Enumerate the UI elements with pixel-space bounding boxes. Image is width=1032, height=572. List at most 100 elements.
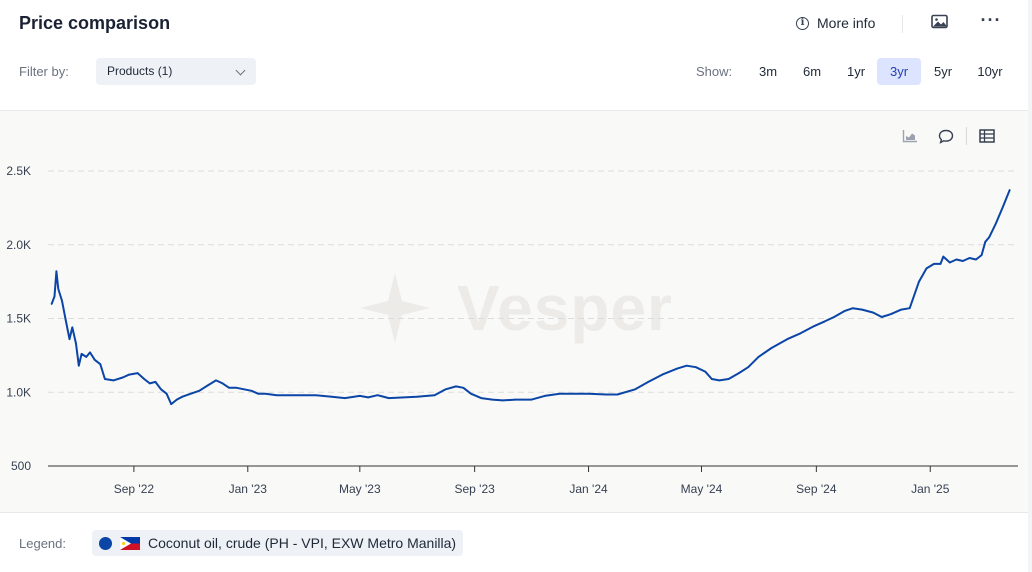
- data-point: [221, 382, 224, 385]
- x-tick-label: Sep '22: [114, 482, 155, 496]
- image-icon[interactable]: [931, 14, 951, 32]
- data-point: [71, 326, 74, 329]
- data-point: [988, 236, 990, 239]
- chart-type-icon[interactable]: [902, 129, 918, 148]
- x-tick-label: May '24: [681, 482, 723, 496]
- range-3yr-button[interactable]: 3yr: [877, 58, 921, 85]
- data-point: [939, 263, 942, 265]
- x-tick-label: May '23: [339, 482, 381, 496]
- data-point: [344, 397, 346, 399]
- scrollbar[interactable]: [1028, 0, 1032, 572]
- range-1yr-button[interactable]: 1yr: [846, 64, 866, 79]
- data-point: [64, 319, 67, 321]
- data-point: [128, 373, 130, 376]
- legend-item-label: Coconut oil, crude (PH - VPI, EXW Metro …: [148, 535, 457, 551]
- range-10yr-button[interactable]: 10yr: [977, 64, 1003, 79]
- more-dots-icon[interactable]: ···: [980, 10, 1002, 30]
- data-point: [908, 307, 911, 310]
- data-point: [121, 376, 124, 379]
- data-point: [925, 267, 928, 270]
- data-point: [571, 392, 574, 395]
- header-divider: [902, 15, 903, 33]
- table-icon[interactable]: [979, 129, 995, 148]
- range-6m-button[interactable]: 6m: [802, 64, 822, 79]
- data-point: [1008, 189, 1011, 191]
- info-icon: i: [796, 16, 809, 30]
- data-point: [514, 398, 517, 401]
- data-point: [647, 381, 650, 383]
- data-point: [738, 372, 740, 374]
- data-point: [207, 384, 210, 386]
- data-point: [558, 392, 561, 395]
- data-point: [250, 390, 253, 392]
- data-point: [587, 392, 590, 395]
- data-point: [501, 399, 504, 402]
- data-point: [89, 351, 91, 354]
- data-point: [55, 270, 58, 273]
- range-3m-button[interactable]: 3m: [758, 64, 778, 79]
- products-filter-select[interactable]: Products (1): [96, 58, 256, 85]
- data-point: [727, 378, 730, 380]
- data-point: [984, 241, 987, 243]
- data-point: [433, 394, 436, 397]
- data-point: [543, 395, 546, 397]
- data-point: [852, 307, 854, 310]
- data-point: [136, 372, 139, 374]
- data-point: [215, 379, 217, 382]
- data-point: [470, 392, 472, 395]
- data-point: [176, 398, 178, 401]
- data-point: [198, 390, 200, 392]
- x-tick-label: Sep '23: [454, 482, 495, 496]
- data-point: [228, 387, 230, 389]
- data-point: [843, 310, 846, 312]
- data-point: [786, 338, 789, 340]
- range-5yr-button[interactable]: 5yr: [933, 64, 953, 79]
- data-point: [813, 325, 816, 327]
- data-point: [462, 387, 465, 389]
- data-point: [170, 403, 172, 405]
- data-point: [149, 382, 151, 385]
- data-point: [872, 311, 875, 314]
- data-point: [235, 387, 238, 389]
- data-point: [994, 223, 997, 225]
- data-point: [190, 392, 192, 395]
- series-line: [50, 189, 1011, 406]
- data-point: [955, 258, 958, 261]
- y-tick-label: 1.0K: [6, 385, 31, 399]
- data-point: [975, 258, 977, 261]
- filter-label: Filter by:: [19, 64, 69, 79]
- y-tick-label: 2.0K: [6, 238, 31, 252]
- chart-panel: [0, 110, 1028, 513]
- x-tick-label: Jan '25: [911, 482, 950, 496]
- data-point: [933, 263, 935, 265]
- data-point: [376, 394, 379, 397]
- data-point: [112, 379, 115, 382]
- data-point: [68, 338, 71, 340]
- legend-item[interactable]: Coconut oil, crude (PH - VPI, EXW Metro …: [92, 530, 464, 556]
- data-point: [93, 359, 96, 361]
- data-point: [605, 393, 608, 396]
- comment-icon[interactable]: [938, 129, 954, 149]
- page-title: Price comparison: [19, 13, 171, 33]
- data-point: [962, 260, 964, 262]
- data-point: [143, 378, 145, 380]
- data-point: [770, 347, 773, 349]
- data-point: [57, 288, 60, 290]
- data-point: [75, 342, 77, 345]
- data-point: [711, 378, 713, 380]
- data-point: [275, 394, 278, 397]
- show-label: Show:: [696, 64, 733, 79]
- data-point: [480, 397, 483, 399]
- data-point: [61, 300, 63, 302]
- more-info-button[interactable]: i More info: [796, 15, 875, 31]
- data-point: [949, 261, 951, 264]
- data-point: [85, 356, 88, 358]
- data-point: [676, 367, 678, 370]
- data-point: [799, 332, 802, 335]
- x-tick-label: Sep '24: [796, 482, 837, 496]
- data-point: [718, 379, 721, 382]
- more-info-label: More info: [817, 15, 876, 31]
- legend-label: Legend:: [19, 536, 66, 551]
- price-line-chart: 500 1.0K 1.5K 2.0K 2.5K Sep '22 Jan '23 May '2…: [6, 164, 1018, 496]
- data-point: [890, 313, 892, 315]
